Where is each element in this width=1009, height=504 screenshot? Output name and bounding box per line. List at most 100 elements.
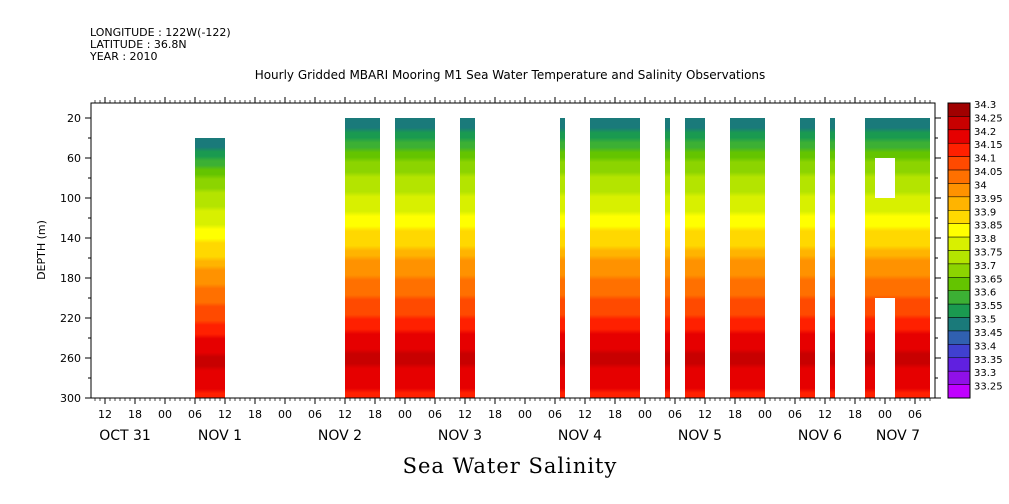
data-column-7 bbox=[685, 118, 705, 398]
y-axis-label: DEPTH (m) bbox=[35, 220, 48, 280]
colorbar-swatch bbox=[947, 384, 971, 399]
y-tick-label: 300 bbox=[60, 392, 81, 405]
colorbar-swatch bbox=[947, 210, 971, 224]
variable-title: Sea Water Salinity bbox=[402, 454, 618, 478]
latitude-label: LATITUDE : 36.8N bbox=[90, 38, 187, 51]
x-hour-label: 06 bbox=[188, 408, 202, 421]
colorbar-label: 33.7 bbox=[974, 261, 996, 272]
data-gap-1 bbox=[875, 298, 895, 398]
data-layer bbox=[195, 118, 930, 398]
colorbar-label: 33.8 bbox=[974, 234, 996, 245]
y-tick-label: 20 bbox=[67, 112, 81, 125]
x-hour-label: 12 bbox=[818, 408, 832, 421]
x-hour-label: 12 bbox=[218, 408, 232, 421]
x-hour-label: 12 bbox=[458, 408, 472, 421]
colorbar-swatch bbox=[947, 303, 971, 318]
colorbar-swatch bbox=[947, 236, 971, 251]
x-hour-label: 18 bbox=[728, 408, 742, 421]
x-hour-label: 18 bbox=[488, 408, 502, 421]
colorbar-label: 34.1 bbox=[974, 154, 996, 165]
colorbar-swatch bbox=[947, 344, 971, 359]
x-hour-label: 12 bbox=[98, 408, 112, 421]
x-day-label: NOV 5 bbox=[678, 428, 722, 444]
plot-frame bbox=[90, 102, 936, 399]
axes-layer: 20 60 100 140 180 220 260 300 12 18 00 06 12 18 00 06 12… bbox=[60, 97, 941, 444]
data-column-1 bbox=[345, 118, 380, 398]
x-hour-label: 18 bbox=[368, 408, 382, 421]
colorbar-label: 33.35 bbox=[974, 355, 1003, 366]
colorbar-label: 33.65 bbox=[974, 274, 1003, 285]
data-column-2 bbox=[395, 118, 435, 398]
y-tick-label: 260 bbox=[60, 352, 81, 365]
colorbar-label: 33.85 bbox=[974, 221, 1003, 232]
colorbar-swatch bbox=[947, 317, 971, 332]
colorbar-swatch bbox=[947, 156, 971, 171]
chart-title: Hourly Gridded MBARI Mooring M1 Sea Wate… bbox=[254, 68, 766, 82]
colorbar-swatch bbox=[947, 277, 971, 291]
x-hour-label: 06 bbox=[308, 408, 322, 421]
colorbar-label: 34.05 bbox=[974, 167, 1003, 178]
x-day-label: NOV 7 bbox=[876, 428, 920, 444]
data-column-9 bbox=[800, 118, 815, 398]
x-hour-label: 12 bbox=[698, 408, 712, 421]
x-hour-label: 06 bbox=[428, 408, 442, 421]
colorbar-label: 33.95 bbox=[974, 194, 1003, 205]
colorbar-label: 33.4 bbox=[974, 341, 996, 352]
data-column-3 bbox=[460, 118, 475, 398]
colorbar-label: 33.45 bbox=[974, 328, 1003, 339]
colorbar-label: 33.9 bbox=[974, 207, 996, 218]
x-hour-label: 00 bbox=[158, 408, 172, 421]
x-hour-label: 18 bbox=[128, 408, 142, 421]
colorbar-label: 34.15 bbox=[974, 140, 1003, 151]
colorbar-swatch bbox=[947, 250, 971, 265]
x-hour-label: 00 bbox=[398, 408, 412, 421]
x-hour-label: 06 bbox=[908, 408, 922, 421]
colorbar-swatch bbox=[947, 129, 971, 144]
longitude-label: LONGITUDE : 122W(-122) bbox=[90, 26, 231, 39]
x-hour-label: 06 bbox=[788, 408, 802, 421]
x-day-label: NOV 6 bbox=[798, 428, 842, 444]
data-column-5 bbox=[590, 118, 640, 398]
colorbar-swatch bbox=[947, 169, 971, 184]
y-tick-label: 100 bbox=[60, 192, 81, 205]
colorbar-label: 34.3 bbox=[974, 100, 996, 111]
x-hour-label: 18 bbox=[848, 408, 862, 421]
colorbar-label: 33.25 bbox=[974, 382, 1003, 393]
x-hour-label: 00 bbox=[878, 408, 892, 421]
x-hour-label: 00 bbox=[518, 408, 532, 421]
colorbar-label: 34.2 bbox=[974, 127, 996, 138]
colorbar-label: 33.55 bbox=[974, 301, 1003, 312]
colorbar-label: 33.5 bbox=[974, 315, 996, 326]
colorbar-swatch bbox=[947, 370, 971, 385]
colorbar-label: 34.25 bbox=[974, 113, 1003, 124]
x-hour-label: 12 bbox=[338, 408, 352, 421]
colorbar-swatch bbox=[947, 330, 971, 345]
colorbar-swatch bbox=[947, 357, 971, 372]
data-column-0 bbox=[195, 138, 225, 398]
data-column-11 bbox=[865, 118, 930, 398]
x-hour-label: 06 bbox=[668, 408, 682, 421]
y-tick-label: 180 bbox=[60, 272, 81, 285]
colorbar-frame bbox=[947, 102, 971, 399]
x-hour-label: 06 bbox=[548, 408, 562, 421]
x-hour-label: 18 bbox=[248, 408, 262, 421]
colorbar-swatch bbox=[947, 183, 971, 198]
x-day-label: NOV 2 bbox=[318, 428, 362, 444]
x-day-label: OCT 31 bbox=[99, 428, 151, 444]
y-tick-label: 60 bbox=[67, 152, 81, 165]
colorbar-swatch bbox=[947, 102, 971, 117]
colorbar-swatch bbox=[947, 142, 971, 157]
colorbar-swatch bbox=[947, 290, 971, 305]
colorbar-swatch bbox=[947, 263, 971, 278]
colorbar-swatch bbox=[947, 196, 971, 211]
x-hour-label: 18 bbox=[608, 408, 622, 421]
x-hour-label: 00 bbox=[758, 408, 772, 421]
colorbar-label: 34 bbox=[974, 180, 987, 191]
x-day-label: NOV 4 bbox=[558, 428, 602, 444]
x-hour-label: 00 bbox=[638, 408, 652, 421]
y-tick-label: 220 bbox=[60, 312, 81, 325]
colorbar-swatch bbox=[947, 223, 971, 238]
colorbar-label: 33.75 bbox=[974, 248, 1003, 259]
data-column-10 bbox=[830, 118, 835, 398]
data-column-8 bbox=[730, 118, 765, 398]
